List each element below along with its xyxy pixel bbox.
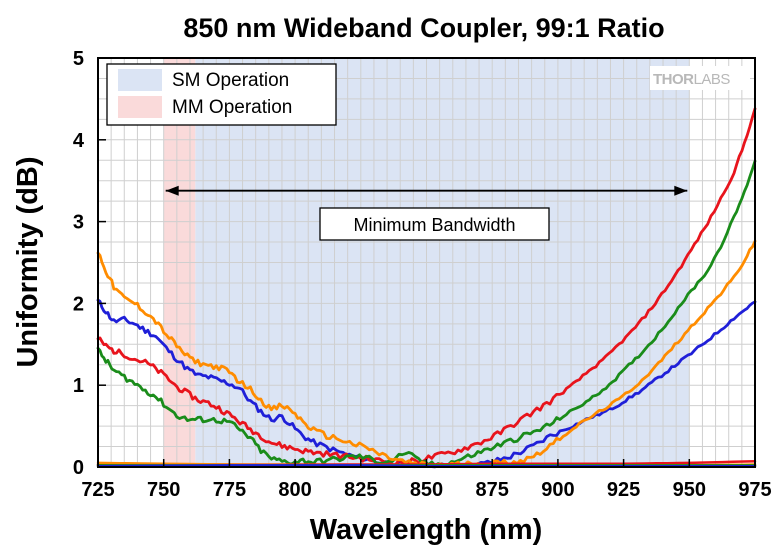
x-tick-label: 900 [541, 479, 574, 501]
arrow-head-left [165, 185, 179, 196]
y-tick-label: 1 [73, 375, 84, 397]
legend-label: MM Operation [172, 97, 292, 118]
x-tick-label: 800 [278, 479, 311, 501]
legend: SM Operation MM Operation [106, 63, 337, 126]
y-tick-label: 5 [73, 48, 84, 70]
gridlines [97, 57, 756, 468]
y-axis-title: Uniformity (dB) [12, 156, 44, 367]
x-tick-label: 775 [213, 479, 246, 501]
x-tick-label: 825 [344, 479, 377, 501]
annotation-box [319, 207, 550, 241]
bandwidth-annotation: Minimum Bandwidth [165, 185, 688, 241]
legend-swatch [118, 96, 162, 118]
logo-text-labs: LABS [694, 71, 731, 88]
x-tick-label: 875 [476, 479, 509, 501]
tick-labels: 725 750 775 800 825 850 875 900 925 950 975 0 1 2 3 4 5 [73, 48, 772, 501]
x-tick-label: 950 [673, 479, 706, 501]
y-tick-label: 0 [73, 457, 84, 479]
x-tick-label: 975 [738, 479, 771, 501]
thorlabs-logo: THORLABS [650, 66, 750, 90]
y-tick-label: 3 [73, 212, 84, 234]
logo-text: THORLABS [653, 71, 730, 88]
x-tick-label: 850 [410, 479, 443, 501]
chart-title: 850 nm Wideband Coupler, 99:1 Ratio [183, 13, 664, 43]
x-tick-label: 750 [147, 479, 180, 501]
logo-text-thor: THOR [653, 71, 694, 88]
y-tick-label: 2 [73, 293, 84, 315]
annotation-text: Minimum Bandwidth [353, 215, 515, 235]
legend-label: SM Operation [172, 70, 289, 91]
legend-swatch [118, 69, 162, 91]
y-tick-label: 4 [73, 130, 85, 152]
series-line-green [96, 159, 757, 468]
series-line-orange [96, 239, 757, 468]
x-tick-label: 725 [81, 479, 114, 501]
plot-frame [97, 57, 756, 468]
x-axis-title: Wavelength (nm) [310, 514, 543, 546]
x-tick-label: 925 [607, 479, 640, 501]
arrow-head-right [674, 185, 688, 196]
logo-background [650, 66, 750, 90]
